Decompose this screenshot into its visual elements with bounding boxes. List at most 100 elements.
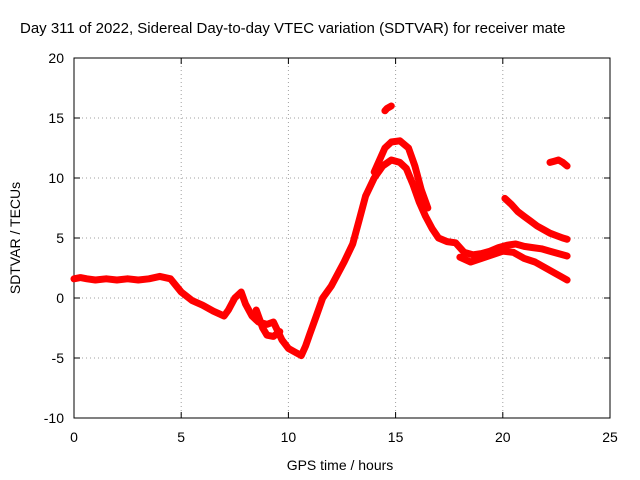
data-point (114, 278, 119, 282)
data-point (565, 278, 570, 282)
x-tick-label: 20 (495, 429, 511, 445)
data-point (543, 266, 548, 270)
data-point (271, 320, 276, 324)
data-point (528, 219, 533, 224)
data-point (243, 302, 248, 306)
data-point (314, 314, 319, 318)
data-point (136, 278, 141, 282)
data-point (404, 166, 409, 171)
y-tick-label: 0 (56, 290, 64, 306)
data-point (502, 196, 507, 201)
data-point (565, 164, 570, 168)
data-point (292, 350, 297, 354)
data-point (179, 290, 184, 294)
data-point (380, 164, 385, 168)
data-point (412, 164, 417, 168)
data-point (560, 236, 565, 240)
data-point (329, 284, 334, 288)
data-point (457, 255, 462, 260)
x-tick-label: 0 (70, 429, 78, 445)
data-point (157, 274, 162, 279)
data-point (350, 242, 355, 246)
data-point (496, 245, 501, 250)
data-point (490, 252, 495, 257)
y-tick-labels: -10 -5 0 5 10 15 20 (44, 50, 64, 426)
data-point (554, 272, 559, 276)
data-point (533, 260, 537, 264)
data-point (320, 296, 325, 300)
data-point (260, 326, 265, 330)
data-point (554, 233, 559, 238)
data-point (468, 260, 473, 264)
data-point (410, 182, 415, 186)
data-point (280, 338, 284, 342)
data-point (222, 314, 227, 318)
data-point (509, 202, 514, 207)
y-tick-label: -5 (52, 350, 65, 366)
series-line-late-high (501, 194, 571, 243)
data-point (78, 275, 83, 280)
data-point (552, 159, 557, 164)
data-point (453, 240, 458, 245)
data-point (93, 278, 98, 282)
data-point (470, 252, 475, 257)
data-point (382, 146, 387, 150)
data-point (500, 249, 505, 254)
data-point (232, 296, 237, 300)
data-point (522, 214, 527, 219)
data-point (200, 303, 205, 308)
y-axis-label: SDTVAR / TECUs (7, 182, 23, 294)
data-point (250, 314, 254, 318)
data-point (104, 276, 109, 281)
data-point (342, 260, 347, 264)
x-tick-label: 5 (177, 429, 185, 445)
data-point (277, 329, 282, 334)
data-point (505, 243, 510, 248)
data-point (357, 218, 362, 222)
data-point (548, 231, 552, 236)
data-point (515, 209, 520, 214)
data-point (556, 158, 561, 162)
data-point (425, 206, 430, 210)
data-point (397, 160, 402, 165)
data-point (226, 308, 231, 312)
data-point (479, 256, 484, 261)
data-point (389, 104, 394, 108)
data-point (72, 276, 76, 281)
y-tick-label: 10 (48, 170, 64, 186)
data-point (548, 249, 552, 254)
data-point (522, 244, 527, 249)
x-tick-label: 10 (281, 429, 297, 445)
data-point (286, 346, 291, 351)
x-axis-label: GPS time / hours (287, 457, 394, 473)
data-point (417, 200, 422, 204)
data-series (70, 102, 571, 360)
data-point (271, 334, 276, 339)
data-point (265, 333, 269, 338)
x-tick-label: 15 (388, 429, 404, 445)
data-point (363, 194, 368, 198)
x-tick-labels: 0 5 10 15 20 25 (70, 429, 618, 445)
data-point (335, 272, 340, 276)
data-point (419, 188, 424, 192)
data-point (423, 214, 428, 219)
data-point (445, 239, 450, 244)
data-point (265, 322, 269, 327)
data-point (535, 224, 540, 228)
data-point (372, 170, 377, 174)
data-point (168, 276, 173, 281)
data-point (372, 176, 377, 180)
y-tick-label: 20 (48, 50, 64, 66)
grid-lines (74, 58, 610, 418)
data-point (522, 256, 527, 261)
data-point (389, 140, 394, 144)
data-point (211, 309, 216, 314)
data-point (565, 254, 570, 258)
y-tick-label: -10 (44, 410, 64, 426)
data-point (406, 146, 411, 150)
data-point (560, 160, 565, 165)
y-tick-label: 5 (56, 230, 64, 246)
data-point (84, 276, 89, 281)
axis-ticks (73, 57, 611, 419)
